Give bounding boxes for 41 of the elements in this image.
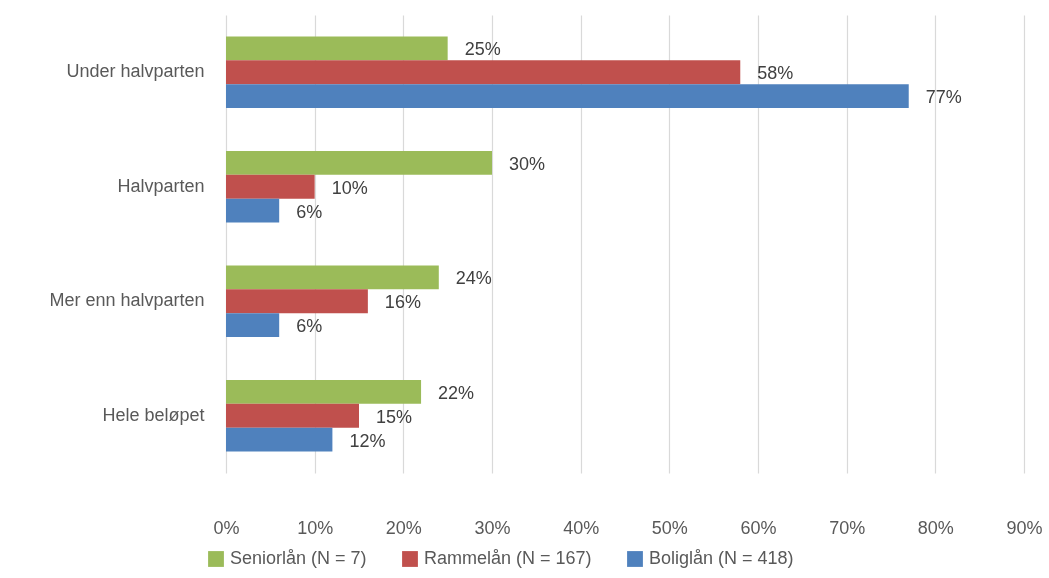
x-tick-label: 70% [829,517,866,538]
bar [226,174,315,199]
bar [226,36,448,61]
bar [226,265,439,290]
data-label: 22% [438,382,475,403]
data-label: 12% [349,430,386,451]
data-label: 15% [376,406,413,427]
bar [226,60,741,85]
data-label: 77% [925,87,962,108]
data-label: 30% [509,153,546,174]
legend-label: Seniorlån (N = 7) [230,548,367,568]
legend-label: Rammelån (N = 167) [424,548,592,568]
x-tick-label: 10% [297,517,334,538]
x-tick-label: 90% [1006,517,1043,538]
y-tick-label: Halvparten [117,175,205,196]
data-label: 10% [331,177,368,198]
bar [226,84,909,108]
y-tick-label: Hele beløpet [102,404,205,425]
data-label: 24% [455,268,492,289]
bar [226,380,422,404]
legend-label: Boliglån (N = 418) [649,548,794,568]
data-label: 6% [296,201,323,222]
x-tick-label: 80% [917,517,954,538]
data-label: 16% [384,292,421,313]
data-label: 25% [464,39,501,60]
x-tick-label: 20% [385,517,422,538]
x-tick-label: 60% [740,517,777,538]
x-tick-label: 0% [213,517,240,538]
data-label: 58% [757,63,794,84]
data-label: 6% [296,316,323,337]
y-tick-label: Mer enn halvparten [49,290,205,311]
bar [226,151,492,175]
bar [226,427,333,452]
x-tick-label: 50% [651,517,688,538]
y-tick-label: Under halvparten [66,61,205,82]
bar [226,313,280,337]
bar [226,403,359,428]
bar [226,289,368,314]
bar [226,198,280,223]
x-tick-label: 30% [474,517,511,538]
x-tick-label: 40% [563,517,600,538]
